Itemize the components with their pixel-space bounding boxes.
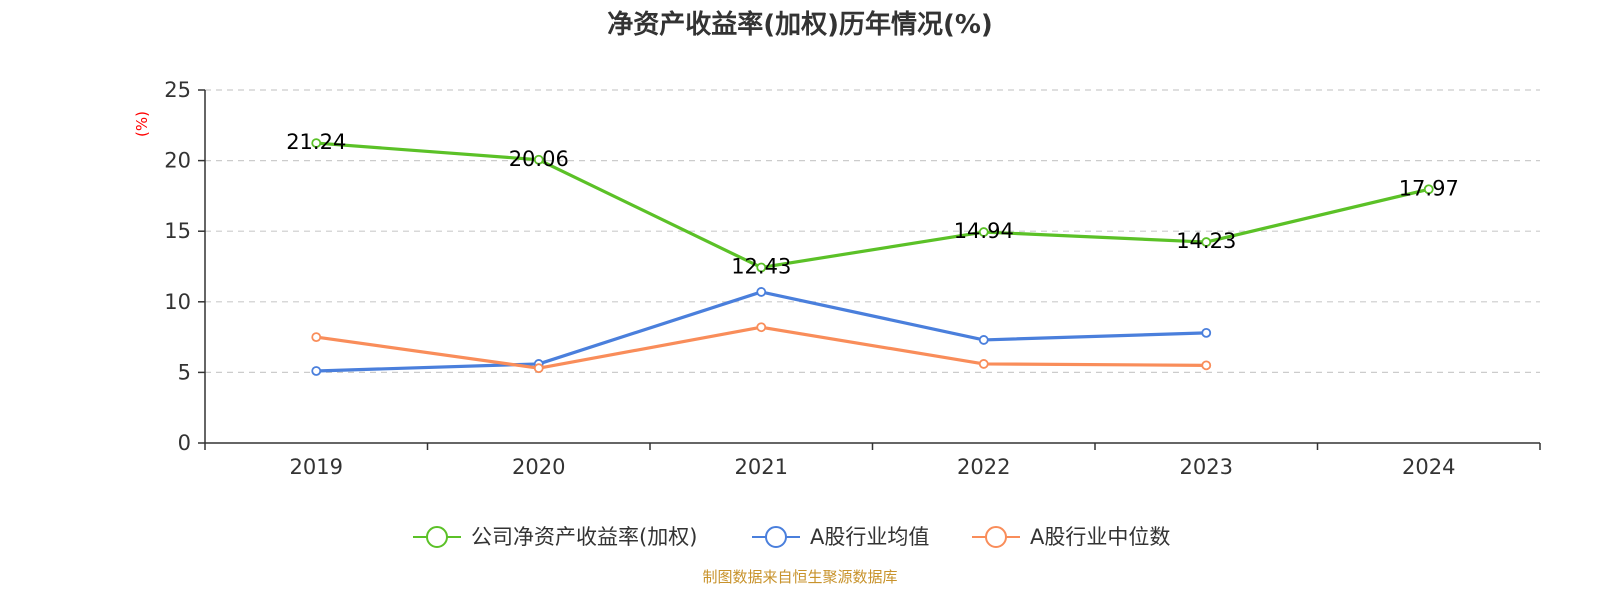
data-point [311,332,322,343]
data-point [533,363,544,374]
axes: 0 5 10 15 20 25 2019 2020 2021 2022 2023 2024 [164,78,1541,479]
grid-lines [205,89,1540,373]
data-point [533,154,544,165]
data-label: 20.06 [509,147,569,171]
chart-title: 净资产收益率(加权)历年情况(%) [607,9,993,40]
data-label: 12.43 [731,254,791,278]
data-point [756,262,767,273]
series-line [316,325,1207,370]
y-tick-label: 10 [164,290,191,314]
data-point [1201,237,1212,247]
y-axis-label: (%) [133,111,151,137]
data-label: 14.94 [954,219,1014,243]
data-point [311,366,322,376]
x-tick-label: 2021 [735,455,788,479]
data-point [1201,360,1212,371]
source-note: 制图数据来自恒生聚源数据库 [702,568,897,586]
legend-marker [985,526,1007,548]
data-point [756,322,767,333]
legend: 公司净资产收益率(加权) A股行业均值 A股行业中位数 [413,525,1170,549]
legend-label: A股行业中位数 [1030,525,1170,549]
y-tick-label: 0 [178,431,191,455]
data-point [1201,327,1212,338]
x-tick-label: 2024 [1402,455,1455,479]
y-tick-label: 20 [164,149,191,173]
y-tick-label: 15 [164,219,191,243]
data-point [1423,184,1434,195]
legend-label: 公司净资产收益率(加权) [471,525,697,549]
x-tick-label: 2023 [1180,455,1233,479]
legend-label: A股行业均值 [810,525,929,549]
x-tick-label: 2019 [290,455,343,479]
x-tick-label: 2022 [957,455,1010,479]
data-label: 14.23 [1176,229,1236,253]
data-point [311,138,322,148]
legend-item: 公司净资产收益率(加权) [413,525,697,549]
data-point [756,287,767,297]
x-tick-label: 2020 [512,455,565,479]
data-labels: 21.24 20.06 12.43 14.94 14.23 17.97 [286,130,1459,278]
legend-item: A股行业中位数 [972,525,1170,549]
series-line [316,141,1430,270]
data-point [978,359,989,369]
data-label: 17.97 [1399,176,1459,200]
legend-marker [765,526,787,548]
series-group [311,138,1434,376]
data-point [978,335,989,345]
legend-marker [426,526,448,548]
y-tick-label: 25 [164,78,191,102]
data-point [978,227,989,237]
y-tick-label: 5 [178,360,191,384]
legend-item: A股行业均值 [752,525,929,549]
data-label: 21.24 [286,130,346,154]
